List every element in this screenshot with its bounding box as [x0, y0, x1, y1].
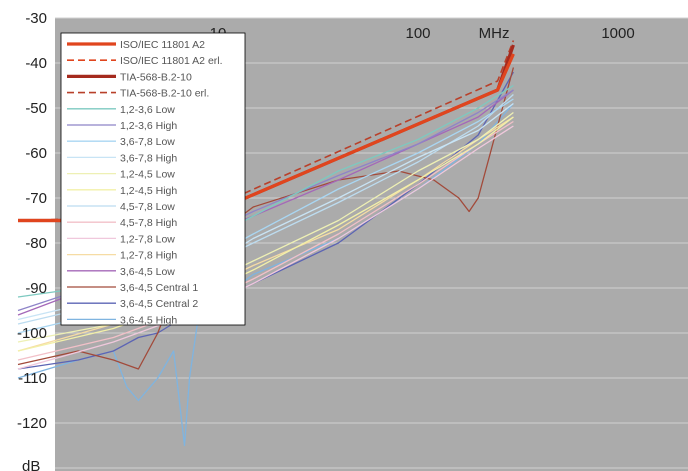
y-tick-label: -110	[18, 370, 47, 387]
legend-label: 3,6-4,5 Central 2	[120, 298, 198, 310]
legend-label: 3,6-4,5 Central 1	[120, 282, 198, 294]
y-tick-label: -80	[25, 235, 47, 252]
x-tick-label: 100	[405, 25, 430, 42]
legend-label: 1,2-4,5 Low	[120, 169, 175, 181]
y-tick-label: -60	[25, 145, 47, 162]
legend-items: ISO/IEC 11801 A2 ISO/IEC 11801 A2 erl. TIA…	[67, 39, 223, 326]
legend-label: 1,2-3,6 Low	[120, 104, 175, 116]
y-tick-label: -100	[17, 325, 47, 342]
legend-label: TIA-568-B.2-10 erl.	[120, 88, 209, 100]
y-tick-label: -90	[25, 280, 47, 297]
x-axis-unit: MHz	[479, 25, 510, 42]
x-tick-label: 1000	[601, 25, 634, 42]
y-tick-label: -40	[25, 55, 47, 72]
legend-label: 3,6-4,5 Low	[120, 266, 175, 278]
legend-box	[60, 32, 246, 326]
y-tick-label: -70	[25, 190, 47, 207]
y-tick-labels: -30 -40 -50 -60 -70 -80 -90 -100 -110 -120	[17, 10, 47, 432]
y-tick-label: -30	[25, 10, 47, 27]
legend-label: 3,6-7,8 High	[120, 152, 177, 164]
legend-label: 4,5-7,8 Low	[120, 201, 175, 213]
legend-label: 1,2-3,6 High	[120, 120, 177, 132]
series-line	[17, 40, 515, 222]
y-axis-label: dB	[22, 458, 40, 471]
legend-label: 3,6-7,8 Low	[120, 136, 175, 148]
legend-label: 1,2-4,5 High	[120, 185, 177, 197]
legend-label: 1,2-7,8 High	[120, 250, 177, 262]
legend-label: 4,5-7,8 High	[120, 217, 177, 229]
legend-label: ISO/IEC 11801 A2	[120, 39, 205, 51]
legend-label: 3,6-4,5 High	[120, 314, 177, 326]
legend: ISO/IEC 11801 A2 ISO/IEC 11801 A2 erl. TIA…	[60, 32, 246, 326]
y-tick-label: -120	[17, 415, 47, 432]
series-line	[17, 125, 514, 370]
legend-label: TIA-568-B.2-10	[120, 71, 192, 83]
legend-label: 1,2-7,8 Low	[120, 233, 175, 245]
legend-label: ISO/IEC 11801 A2 erl.	[120, 55, 223, 67]
y-tick-label: -50	[25, 100, 47, 117]
